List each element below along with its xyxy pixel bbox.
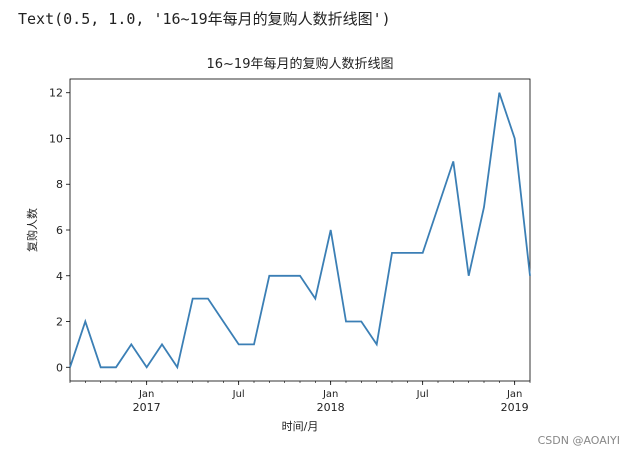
x-tick-year: 2018 [317, 401, 345, 414]
x-tick-year: 2017 [133, 401, 161, 414]
line-series [69, 92, 531, 370]
plot-frame [69, 78, 531, 382]
y-tick-label: 4 [56, 270, 63, 283]
chart-title: 16~19年每月的复购人数折线图 [207, 56, 394, 72]
x-tick-year: 2019 [501, 401, 529, 414]
watermark: CSDN @AOAIYI [537, 434, 620, 447]
x-tick-label: Jul [416, 389, 429, 400]
x-tick-label: Jan [506, 389, 522, 400]
y-tick-label: 2 [56, 316, 63, 329]
x-tick-label: Jul [232, 389, 245, 400]
y-tick-label: 0 [56, 361, 63, 374]
x-tick-label: Jan [138, 389, 154, 400]
y-tick-label: 6 [56, 224, 63, 237]
x-axis-label: 时间/月 [282, 420, 319, 433]
y-axis-label: 复购人数 [25, 208, 39, 252]
y-tick-label: 10 [49, 132, 63, 145]
y-tick-label: 8 [56, 178, 63, 191]
y-tick-label: 12 [49, 87, 63, 100]
x-tick-label: Jan [322, 389, 338, 400]
output-text: Text(0.5, 1.0, '16~19年每月的复购人数折线图') [18, 10, 391, 28]
